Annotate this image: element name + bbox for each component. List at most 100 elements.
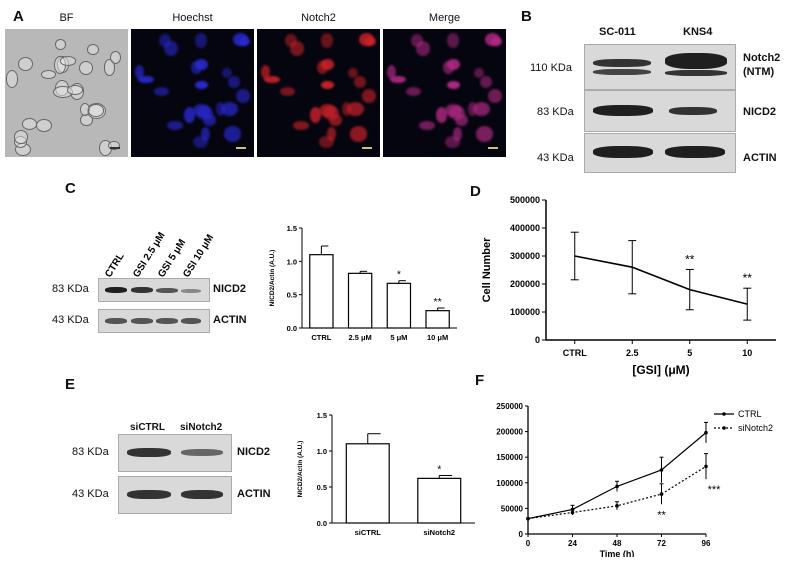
cell-mark (349, 126, 368, 142)
cell-mark (184, 107, 196, 123)
blot-notch2 (584, 44, 736, 90)
y-tick-label: 400000 (510, 223, 540, 233)
cell-mark (228, 76, 240, 88)
cell-mark (195, 81, 208, 90)
significance-mark: ** (434, 296, 442, 308)
label-ntm: (NTM) (743, 66, 775, 78)
significance-mark: ** (743, 271, 753, 285)
x-tick-label: 0 (526, 539, 531, 548)
cell-mark (347, 68, 358, 79)
cell-mark (453, 127, 462, 142)
label-notch2: Notch2 (743, 52, 781, 64)
cell-mark (235, 88, 250, 104)
blot-e-nicd2 (118, 434, 232, 472)
panel-a-letter: A (13, 8, 24, 25)
cell-mark (327, 127, 336, 142)
data-point (659, 468, 664, 472)
significance-mark: * (397, 269, 401, 281)
significance-mark: ** (657, 509, 666, 521)
label-actin-e: ACTIN (237, 488, 271, 500)
cell-mark (480, 76, 492, 88)
cell-mark (137, 75, 155, 84)
cell-mark (88, 104, 105, 117)
y-tick-label: 1.0 (287, 257, 297, 266)
cell-mark (40, 70, 57, 80)
cell-mark (475, 126, 494, 142)
blot-c-actin (98, 309, 210, 333)
x-tick-label: 2.5 (626, 348, 639, 358)
y-axis-label: NICD2/Actin (A.U.) (297, 441, 304, 498)
y-tick-label: 100000 (496, 479, 523, 488)
cell-mark (321, 81, 334, 90)
series-line (574, 255, 748, 305)
bf-micrograph (5, 29, 128, 157)
data-point (704, 430, 708, 435)
data-point (570, 510, 575, 515)
cell-mark (387, 65, 397, 80)
lane-c-ctrl: CTRL (103, 251, 126, 279)
cell-mark (487, 88, 502, 104)
cell-mark (233, 33, 248, 47)
cell-mark (279, 86, 295, 97)
cell-mark (405, 86, 421, 97)
y-tick-label: 0.0 (317, 519, 327, 528)
label-nicd2-c: NICD2 (213, 283, 247, 295)
cell-mark (467, 101, 477, 117)
cell-mark (54, 39, 66, 51)
blot-actin-b (584, 133, 736, 173)
kda-110: 110 KDa (530, 62, 572, 74)
cell-mark (310, 107, 322, 123)
cell-mark (13, 130, 29, 144)
panel-d-letter: D (470, 183, 481, 200)
lane-sc011: SC-011 (599, 26, 636, 38)
blot-nicd2 (584, 90, 736, 132)
cell-mark (59, 56, 77, 66)
cell-mark (194, 33, 208, 48)
y-tick-label: 0.5 (317, 483, 327, 492)
hoechst-title: Hoechst (172, 12, 213, 24)
label-nicd2-b: NICD2 (743, 106, 777, 118)
significance-mark: ** (685, 252, 695, 266)
cell-mark (419, 121, 435, 131)
notch2-micrograph (257, 29, 380, 157)
bar (386, 282, 412, 329)
cell-mark (321, 58, 334, 70)
x-tick-label: siNotch2 (423, 528, 455, 537)
cell-mark (389, 75, 407, 84)
cell-mark (473, 68, 484, 79)
x-tick-label: 10 (742, 348, 752, 358)
cell-mark (21, 117, 38, 130)
y-tick-label: 50000 (501, 504, 524, 513)
merge-title: Merge (428, 12, 461, 24)
cell-mark (108, 140, 121, 150)
cell-mark (78, 61, 94, 76)
cell-mark (167, 121, 183, 131)
cell-mark (158, 33, 171, 48)
y-tick-label: 150000 (496, 453, 523, 462)
bar (345, 443, 390, 524)
cell-mark (320, 33, 334, 48)
cell-mark (36, 118, 53, 132)
cell-mark (447, 81, 460, 90)
cell-mark (5, 70, 19, 88)
x-tick-label: 10 μM (427, 333, 448, 342)
cell-mark (110, 50, 122, 64)
cell-mark (361, 88, 376, 104)
cell-mark (221, 68, 232, 79)
y-tick-label: 0 (535, 335, 540, 345)
cell-mark (201, 127, 210, 142)
y-tick-label: 200000 (496, 428, 523, 437)
panel-c-letter: C (65, 180, 76, 197)
notch2-title: Notch2 (301, 12, 336, 24)
y-tick-label: 0.5 (287, 291, 297, 300)
cell-mark (293, 121, 309, 131)
significance-mark: * (437, 463, 441, 475)
cell-mark (485, 33, 500, 47)
cell-mark (346, 102, 364, 117)
panel-e-letter: E (65, 376, 76, 393)
data-point (615, 484, 619, 489)
bar (417, 477, 462, 524)
cell-mark (415, 40, 431, 57)
x-tick-label: 2.5 μM (348, 333, 371, 342)
x-tick-label: siCTRL (355, 528, 382, 537)
